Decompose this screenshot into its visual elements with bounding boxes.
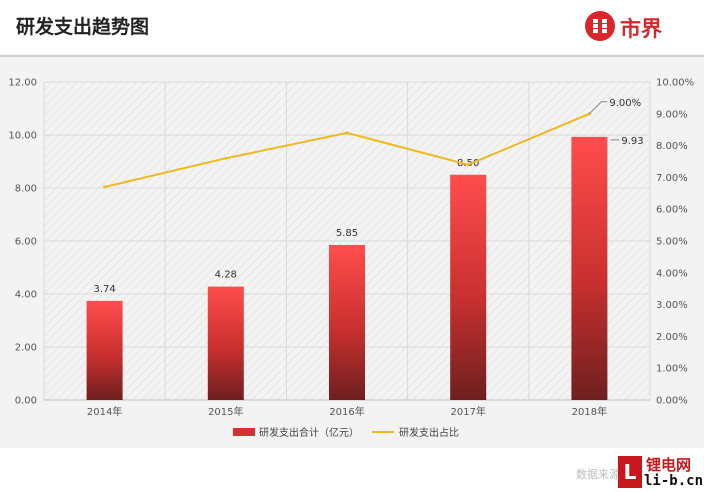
line-point <box>224 156 228 160</box>
page-title: 研发支出趋势图 <box>16 16 150 38</box>
x-tick-label: 2018年 <box>572 405 607 418</box>
stamp-mark: L <box>618 456 642 488</box>
rd-expense-chart: 0.00 2.00 4.00 6.00 8.00 10.00 12.00 0.00% 1.00%… <box>8 78 694 440</box>
x-tick-label: 2015年 <box>208 405 243 418</box>
x-tick-label: 2016年 <box>329 405 364 418</box>
bar-value-label: 9.93 <box>621 136 643 147</box>
bar <box>207 286 244 400</box>
header: 研发支出趋势图 市界 <box>0 0 704 54</box>
brand-logo-icon <box>585 11 615 41</box>
bar <box>329 244 365 400</box>
footer: 数据来源：Wind L 锂电网 li-b.cn <box>0 448 704 492</box>
bar <box>571 136 608 400</box>
y-tick-label: 6.00 <box>15 237 37 248</box>
line-point <box>466 163 470 167</box>
y2-tick-label: 0.00% <box>656 396 688 407</box>
bar <box>86 300 123 400</box>
line-point <box>103 185 107 189</box>
y-tick-label: 4.00 <box>15 290 37 301</box>
y2-tick-label: 3.00% <box>656 300 688 311</box>
line-value-label: 9.00% <box>609 98 641 109</box>
stamp-cn: 锂电网 <box>646 456 692 474</box>
y2-tick-label: 2.00% <box>656 332 688 343</box>
y-tick-label: 10.00 <box>8 131 37 142</box>
brand-logo: 市界 <box>585 10 697 44</box>
line-point <box>345 131 349 135</box>
stamp-en: li-b.cn <box>644 473 704 489</box>
bar <box>450 174 487 400</box>
x-tick-label: 2014年 <box>87 405 122 418</box>
y2-tick-label: 1.00% <box>656 364 688 375</box>
y2-tick-label: 4.00% <box>656 268 688 279</box>
brand-name: 市界 <box>620 17 662 41</box>
legend-label-line: 研发支出占比 <box>399 426 459 439</box>
y2-tick-label: 6.00% <box>656 205 688 216</box>
y-tick-label: 12.00 <box>8 78 37 89</box>
bar-value-label: 5.85 <box>336 228 358 239</box>
header-divider <box>0 55 704 57</box>
leader-line <box>589 101 608 115</box>
y2-tick-label: 8.00% <box>656 141 688 152</box>
y-tick-label: 0.00 <box>15 396 37 407</box>
watermark-stamp: L 锂电网 li-b.cn <box>618 454 704 492</box>
y2-tick-label: 9.00% <box>656 109 688 120</box>
y2-tick-label: 7.00% <box>656 173 688 184</box>
y-tick-label: 8.00 <box>15 184 37 195</box>
y2-tick-label: 10.00% <box>656 78 694 89</box>
bar-value-label: 4.28 <box>215 270 237 281</box>
x-tick-label: 2017年 <box>450 405 485 418</box>
bar-value-label: 3.74 <box>93 284 115 295</box>
y2-tick-label: 5.00% <box>656 237 688 248</box>
legend-label-bar: 研发支出合计（亿元） <box>259 426 359 439</box>
y-tick-label: 2.00 <box>15 343 37 354</box>
legend-swatch-bar <box>233 428 255 436</box>
